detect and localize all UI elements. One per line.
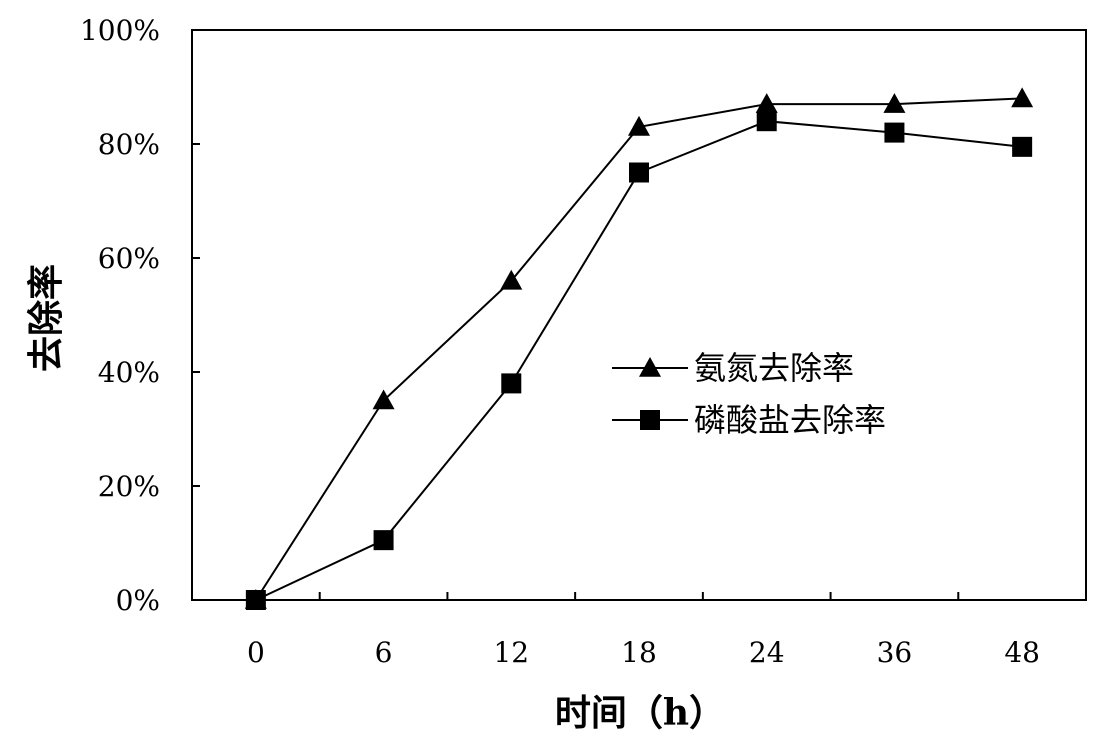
plot-area-frame <box>191 29 1087 601</box>
y-tick-label: 60% <box>98 242 160 275</box>
square-point <box>245 590 266 610</box>
square-point <box>501 373 522 394</box>
series-line <box>255 120 1023 601</box>
legend-label: 氨氮去除率 <box>694 349 854 387</box>
x-tick-label: 12 <box>493 636 529 669</box>
triangle-point <box>372 389 395 410</box>
square-point <box>1012 136 1033 157</box>
x-tick-label: 36 <box>877 636 913 669</box>
x-axis-ticks: 0 6 12 18 24 36 48 <box>247 592 1040 669</box>
legend-triangle-marker <box>639 357 661 377</box>
y-tick-label: 100% <box>80 14 160 47</box>
legend-square-marker <box>640 410 660 430</box>
y-tick-label: 0% <box>116 584 160 617</box>
x-tick-label: 24 <box>749 636 785 669</box>
x-tick-label: 18 <box>621 636 657 669</box>
square-point <box>756 111 777 132</box>
y-axis-title: 去除率 <box>25 264 67 372</box>
series-phosphate <box>245 111 1033 610</box>
x-tick-label: 48 <box>1004 636 1040 669</box>
triangle-point <box>1011 87 1034 108</box>
y-axis-ticks: 0% 20% 40% 60% 80% 100% <box>80 14 200 617</box>
y-tick-label: 40% <box>98 356 160 389</box>
x-axis-title: 时间（h） <box>555 692 725 734</box>
square-point <box>629 162 649 183</box>
triangle-point <box>628 115 650 136</box>
y-tick-label: 20% <box>98 470 160 503</box>
y-tick-label: 80% <box>98 128 160 161</box>
x-tick-label: 6 <box>375 636 393 669</box>
legend-label: 磷酸盐去除率 <box>694 401 886 439</box>
triangle-point <box>755 93 778 113</box>
triangle-point <box>500 269 523 290</box>
triangle-point <box>883 93 906 113</box>
series-layer <box>244 87 1034 610</box>
x-tick-label: 0 <box>247 636 265 669</box>
square-point <box>884 122 905 143</box>
square-point <box>373 530 394 551</box>
